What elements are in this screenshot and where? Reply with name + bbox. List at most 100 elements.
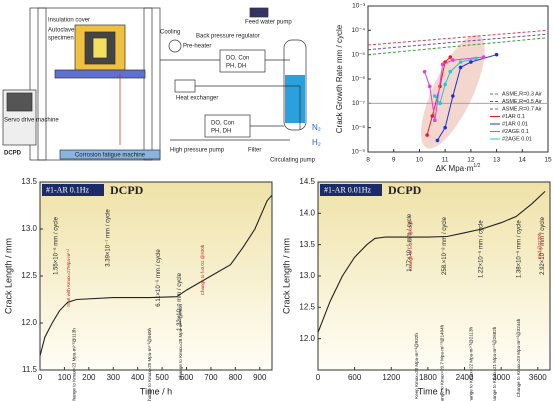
point <box>474 56 478 61</box>
event-annotation: Start with Kmax=27Mpa·m¹ᐟ² <box>66 248 71 307</box>
event-annotation: Change to Kmax=21 Mpa·m¹ᐟ²@2682h <box>492 326 497 401</box>
column <box>37 7 47 161</box>
label: H₂ <box>312 138 321 147</box>
rate-annotation: 1.55×10⁻⁶ mm / cycle <box>53 216 60 274</box>
rate-annotation: 1.32×10⁻⁵ mm / cycle <box>176 272 183 331</box>
point <box>425 133 429 137</box>
heat-exchanger <box>174 79 196 93</box>
plot-area <box>317 181 551 371</box>
x-axis-label: ΔK Mpa·m1/2 <box>436 163 481 173</box>
plot-area <box>39 181 273 371</box>
rate-annotation: 1.77×10⁻⁶ mm / cycle <box>406 213 413 271</box>
legend-label: ASME,R=0.7 Air <box>502 106 542 112</box>
label: DCPD <box>4 151 22 157</box>
y-tick-label: 11.5 <box>22 365 38 374</box>
y-axis-label: Crack Length / mm <box>3 238 13 314</box>
series-line <box>367 37 549 56</box>
specimen <box>92 37 108 59</box>
gas-box <box>249 7 269 18</box>
rate-annotation: 1.38×10⁻⁶ mm / cycle <box>515 220 522 278</box>
point <box>448 69 453 74</box>
legend-label: #1AR 0.01 <box>502 121 528 127</box>
rate-annotation: 2.92×10⁻⁶ mm / cycle <box>539 216 546 274</box>
y-tick-label: 13.5 <box>299 240 315 249</box>
x-tick-label: 3600 <box>529 373 547 382</box>
water <box>285 75 305 123</box>
label: PH, DH <box>226 64 246 70</box>
x-tick-label: 8 <box>366 157 370 164</box>
point <box>433 94 437 98</box>
x-tick-label: 0 <box>38 373 43 382</box>
point <box>443 82 447 87</box>
label: Cooling <box>160 30 180 36</box>
point <box>443 125 447 130</box>
series-line <box>367 33 549 51</box>
point <box>494 52 499 57</box>
point <box>469 60 473 64</box>
y-axis-label: Crack Length / mm <box>281 238 291 314</box>
y-tick-label: 10⁻⁶ <box>352 76 366 83</box>
label: Heat exchanger <box>176 96 218 102</box>
event-annotation: Change to f=0.01 @930h <box>408 220 413 271</box>
y-tick-label: 10⁻⁵ <box>352 51 366 58</box>
x-axis-label: Time / h <box>418 386 450 396</box>
event-annotation: Change to f=0.01 @930h <box>200 244 205 295</box>
label: Corrosion fatigue machine <box>75 153 146 159</box>
x-tick-label: 0 <box>316 373 321 382</box>
legend-label: ASME,R=0.3 Air <box>502 91 542 97</box>
rate-annotation: 258.×10⁻⁸ mm / cycle <box>441 216 448 275</box>
label: DO, Con <box>226 56 249 62</box>
schematic: Corrosion fatigue machine Insulation cov… <box>2 7 321 164</box>
x-tick-label: 100 <box>58 373 72 382</box>
point <box>433 118 437 123</box>
label: Feed water pump <box>245 20 292 26</box>
x-tick-label: 700 <box>204 373 218 382</box>
tank <box>283 39 307 131</box>
screen <box>6 92 33 112</box>
y-tick-label: 12.0 <box>21 318 37 327</box>
point <box>458 60 463 64</box>
y-tick-label: 14.5 <box>299 177 315 186</box>
event-annotation: Change to Kmax=25 Mpa·m¹ᐟ²@560h <box>147 328 152 401</box>
series-line <box>317 190 546 333</box>
legend-label: #1AR 0.1 <box>502 114 525 120</box>
y-tick-label: 13.0 <box>299 271 315 280</box>
x-tick-label: 15 <box>544 157 552 164</box>
chart-title: DCPD <box>110 183 144 197</box>
label: specimen <box>48 36 74 42</box>
x-tick-label: 900 <box>253 373 267 382</box>
x-axis-label-main: ΔK Mpa·m <box>436 164 474 173</box>
label: Circulating pump <box>270 158 316 164</box>
x-tick-label: 13 <box>493 157 501 164</box>
legend-label: #2AGE 0.1 <box>502 129 529 135</box>
point <box>440 62 445 67</box>
label: High pressure pump <box>170 148 225 154</box>
point <box>422 69 427 74</box>
y-tick-label: 10⁻⁸ <box>352 124 366 131</box>
label: Servo drive machine <box>4 118 59 124</box>
y-tick-label: 10⁻⁹ <box>352 149 366 156</box>
y-tick-label: 12.5 <box>21 271 37 280</box>
label: Pre-heater <box>183 44 211 50</box>
point <box>427 84 432 89</box>
event-annotation: Change to Kmax=23 Mpa·m¹ᐟ²@3244h <box>516 318 521 397</box>
point <box>451 94 455 98</box>
point <box>448 55 453 59</box>
event-annotation: Change to Kmax=28 Mpa·m¹ᐟ²@780h <box>178 304 183 380</box>
x-tick-label: 1200 <box>382 373 400 382</box>
y-tick-label: 12.0 <box>299 334 315 343</box>
event-annotation: Change to Kmax=22 Mpa·m¹ᐟ²@2113h <box>468 326 473 401</box>
label: Filter <box>248 148 261 154</box>
x-axis-label: Time / h <box>140 386 172 396</box>
x-tick-label: 1800 <box>419 373 437 382</box>
y-axis-label: Crack Growth Rate mm / cycle <box>335 24 344 133</box>
label: N₂ <box>312 123 321 132</box>
x-tick-label: 9 <box>392 157 396 164</box>
series-line <box>424 56 484 121</box>
event-annotation: Change to Kmax=20.7 Mpa·m¹ᐟ²@1404h <box>440 324 445 401</box>
series-line <box>436 54 497 141</box>
legend-label: #2AGE 0.01 <box>502 136 532 142</box>
label: DO, Con <box>211 121 234 127</box>
event-annotation: Change to Kmax=23 Mpa·m¹ᐟ²@113h <box>71 328 76 401</box>
